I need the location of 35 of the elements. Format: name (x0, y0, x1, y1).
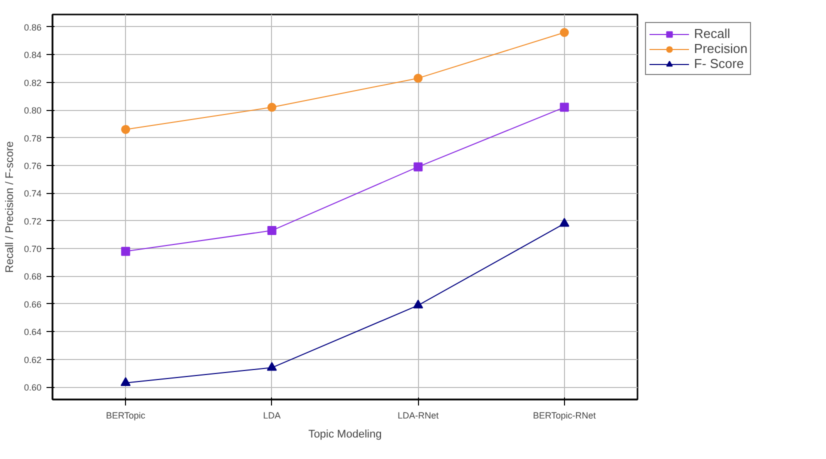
y-tick-label: 0.78 (24, 133, 42, 144)
point (560, 28, 569, 37)
point (559, 218, 570, 227)
y-tick-label: 0.76 (24, 160, 42, 171)
point (414, 162, 423, 172)
y-tick-label: 0.70 (24, 244, 42, 254)
y-tick-label: 0.80 (24, 106, 42, 116)
point (560, 102, 569, 112)
x-tick-label: LDA (263, 410, 281, 420)
y-tick-label: 0.74 (24, 188, 42, 199)
y-tick-label: 0.64 (24, 327, 42, 338)
y-tick-label: 0.68 (24, 272, 42, 282)
y-tick-label: 0.86 (24, 22, 42, 32)
y-axis-title: Recall / Precision / F-score (4, 141, 16, 273)
legend-label: Precision (694, 41, 748, 56)
point (121, 124, 130, 134)
point (121, 246, 130, 256)
point (267, 226, 276, 236)
y-tick-label: 0.66 (24, 299, 42, 310)
y-tick-label: 0.84 (24, 50, 42, 60)
x-tick-label: BERTopic (106, 410, 146, 420)
y-tick-label: 0.60 (24, 382, 42, 393)
point (267, 102, 276, 112)
x-tick-label: LDA-RNet (398, 410, 440, 420)
y-tick-label: 0.82 (24, 78, 42, 88)
point (120, 377, 131, 386)
legend-label: Recall (694, 26, 730, 41)
x-tick-label: BERTopic-RNet (532, 410, 596, 420)
x-axis-title: Topic Modeling (308, 428, 382, 440)
point (414, 74, 423, 83)
legend-label: F- Score (694, 56, 744, 71)
point (413, 300, 424, 308)
y-tick-label: 0.62 (24, 354, 42, 365)
point (266, 362, 277, 371)
y-tick-label: 0.72 (24, 216, 42, 226)
